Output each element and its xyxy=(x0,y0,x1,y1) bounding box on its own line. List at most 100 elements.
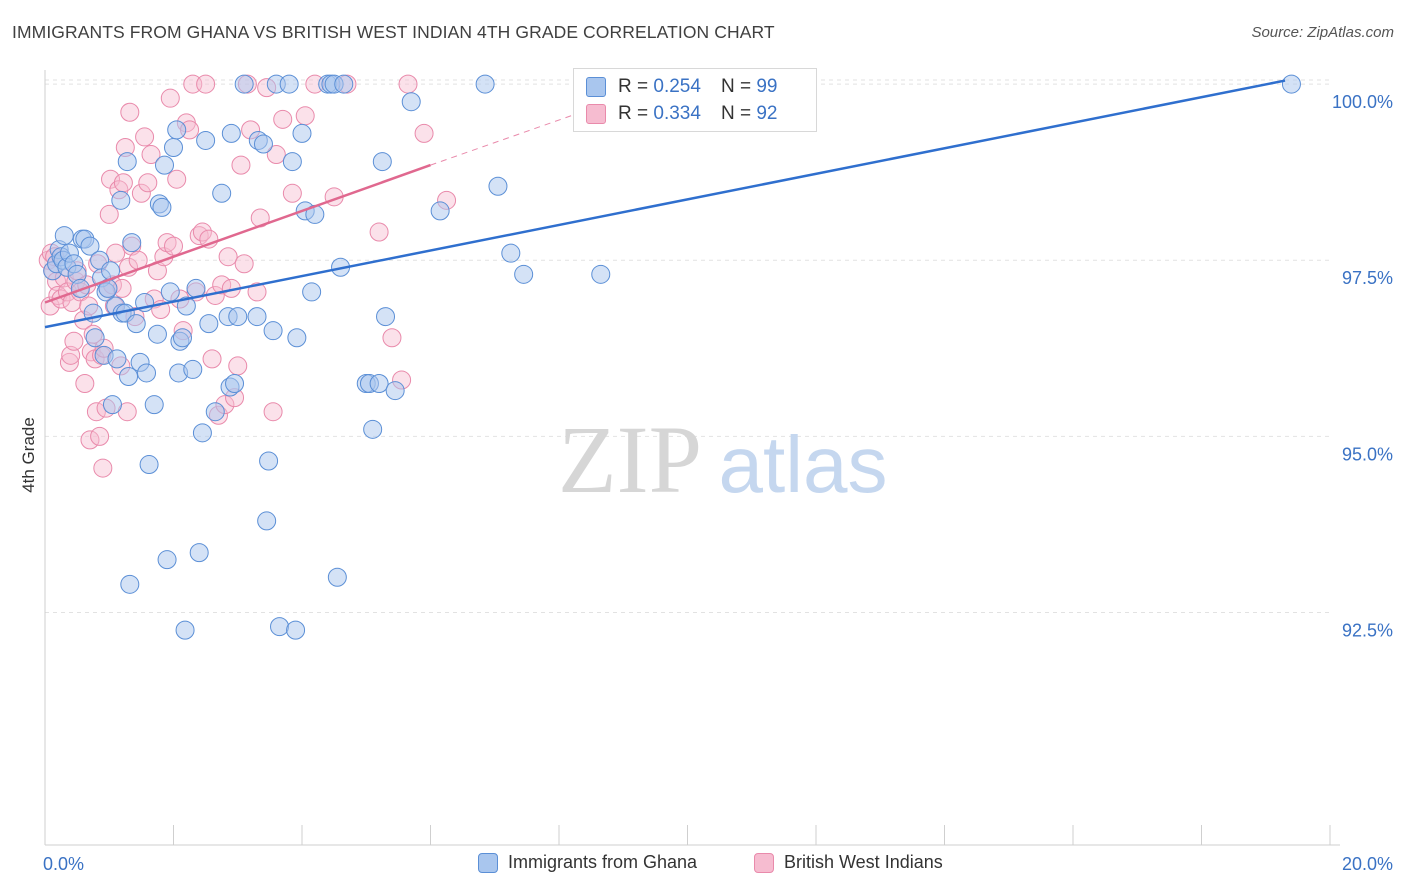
data-point-immigrants-from-ghana xyxy=(111,190,131,210)
data-point-british-west-indians xyxy=(164,236,183,256)
data-point-british-west-indians xyxy=(247,282,267,302)
data-point-immigrants-from-ghana xyxy=(287,328,307,348)
data-point-immigrants-from-ghana xyxy=(327,567,347,587)
stats-legend: R = 0.254 N = 99 R = 0.334 N = 92 xyxy=(573,68,817,132)
data-point-immigrants-from-ghana xyxy=(270,617,290,637)
data-point-immigrants-from-ghana xyxy=(282,152,302,172)
data-point-immigrants-from-ghana xyxy=(119,366,139,386)
data-point-british-west-indians xyxy=(167,169,187,189)
data-point-immigrants-from-ghana xyxy=(1281,74,1301,94)
data-point-immigrants-from-ghana xyxy=(139,455,159,475)
bottom-legend: Immigrants from Ghana British West India… xyxy=(0,850,1406,880)
data-point-immigrants-from-ghana xyxy=(385,381,405,401)
data-point-british-west-indians xyxy=(93,458,113,478)
r-value: 0.254 xyxy=(653,76,701,97)
trend-lines xyxy=(44,79,1286,329)
data-point-immigrants-from-ghana xyxy=(152,197,172,217)
data-point-immigrants-from-ghana xyxy=(176,296,196,316)
data-point-british-west-indians xyxy=(138,173,158,193)
n-label: N = xyxy=(720,76,752,97)
watermark: ZIP atlas xyxy=(558,406,887,513)
data-point-immigrants-from-ghana xyxy=(157,550,177,570)
data-point-british-west-indians xyxy=(212,275,232,295)
data-point-immigrants-from-ghana xyxy=(70,278,90,298)
watermark-zip: ZIP xyxy=(558,406,702,513)
r-value: 0.334 xyxy=(653,103,701,124)
data-point-british-west-indians xyxy=(101,169,121,189)
legend-item-ghana[interactable]: Immigrants from Ghana xyxy=(478,852,697,873)
data-point-immigrants-from-ghana xyxy=(205,402,225,422)
data-point-immigrants-from-ghana xyxy=(401,92,421,112)
data-point-immigrants-from-ghana xyxy=(430,201,450,221)
legend-item-bwi[interactable]: British West Indians xyxy=(754,852,943,873)
data-point-british-west-indians xyxy=(61,345,81,365)
data-point-british-west-indians xyxy=(120,102,140,122)
data-point-british-west-indians xyxy=(75,374,95,394)
data-point-immigrants-from-ghana xyxy=(363,419,383,439)
x-tick-label: 20.0% xyxy=(1342,854,1393,874)
data-point-immigrants-from-ghana xyxy=(591,264,611,284)
data-point-british-west-indians xyxy=(218,247,238,267)
data-point-immigrants-from-ghana xyxy=(117,152,137,172)
data-point-british-west-indians xyxy=(231,155,251,175)
data-point-immigrants-from-ghana xyxy=(488,176,508,196)
data-point-british-west-indians xyxy=(263,402,283,422)
data-point-immigrants-from-ghana xyxy=(167,120,187,140)
axes xyxy=(44,70,1340,846)
data-point-immigrants-from-ghana xyxy=(144,395,164,415)
tick-labels: 92.5% 95.0% 97.5% 100.0% 0.0% 20.0% xyxy=(43,92,1393,874)
data-point-immigrants-from-ghana xyxy=(257,511,277,531)
trend-line-ghana xyxy=(44,79,1286,329)
data-point-british-west-indians xyxy=(99,204,119,224)
data-point-immigrants-from-ghana xyxy=(302,282,322,302)
data-point-british-west-indians xyxy=(382,328,402,348)
data-point-immigrants-from-ghana xyxy=(234,74,254,94)
source-label: Source: ZipAtlas.com xyxy=(1251,24,1394,41)
n-value: 92 xyxy=(756,103,778,124)
data-point-british-west-indians xyxy=(196,74,216,94)
data-point-immigrants-from-ghana xyxy=(54,226,74,246)
n-value: 99 xyxy=(756,76,778,97)
stats-row-bwi: R = 0.334 N = 92 xyxy=(586,101,777,127)
data-point-immigrants-from-ghana xyxy=(107,349,127,369)
data-point-british-west-indians xyxy=(234,254,254,274)
data-point-british-west-indians xyxy=(157,233,177,253)
data-point-british-west-indians xyxy=(228,356,248,376)
data-point-british-west-indians xyxy=(202,349,222,369)
data-point-british-west-indians xyxy=(80,430,100,450)
data-point-immigrants-from-ghana xyxy=(102,395,122,415)
data-point-immigrants-from-ghana xyxy=(376,307,396,327)
data-point-british-west-indians xyxy=(189,226,209,246)
data-point-immigrants-from-ghana xyxy=(183,359,203,379)
y-tick-label: 100.0% xyxy=(1332,92,1393,112)
data-point-immigrants-from-ghana xyxy=(85,328,105,348)
trend-line-bwi-extension xyxy=(430,108,592,166)
r-label: R = xyxy=(618,76,649,97)
data-point-immigrants-from-ghana xyxy=(137,363,157,383)
data-point-immigrants-from-ghana xyxy=(263,321,283,341)
data-point-british-west-indians xyxy=(106,243,126,263)
r-label: R = xyxy=(618,103,649,124)
data-point-british-west-indians xyxy=(273,109,293,129)
watermark-atlas: atlas xyxy=(719,420,888,509)
data-point-british-west-indians xyxy=(59,352,79,372)
stats-row-ghana: R = 0.254 N = 99 xyxy=(586,74,777,100)
y-tick-label: 95.0% xyxy=(1342,444,1393,464)
data-point-immigrants-from-ghana xyxy=(172,328,192,348)
data-point-immigrants-from-ghana xyxy=(120,574,140,594)
data-point-immigrants-from-ghana xyxy=(253,134,273,154)
data-point-immigrants-from-ghana xyxy=(475,74,495,94)
y-tick-label: 97.5% xyxy=(1342,268,1393,288)
data-point-british-west-indians xyxy=(192,222,212,242)
data-point-british-west-indians xyxy=(135,127,155,147)
data-point-british-west-indians xyxy=(160,88,180,108)
data-point-british-west-indians xyxy=(141,145,161,165)
data-point-immigrants-from-ghana xyxy=(372,152,392,172)
data-point-immigrants-from-ghana xyxy=(292,123,312,143)
legend-label-ghana: Immigrants from Ghana xyxy=(508,852,698,872)
series-immigrants-from-ghana xyxy=(43,74,1301,640)
data-point-immigrants-from-ghana xyxy=(175,620,195,640)
data-point-immigrants-from-ghana xyxy=(126,314,146,334)
data-point-immigrants-from-ghana xyxy=(225,374,245,394)
